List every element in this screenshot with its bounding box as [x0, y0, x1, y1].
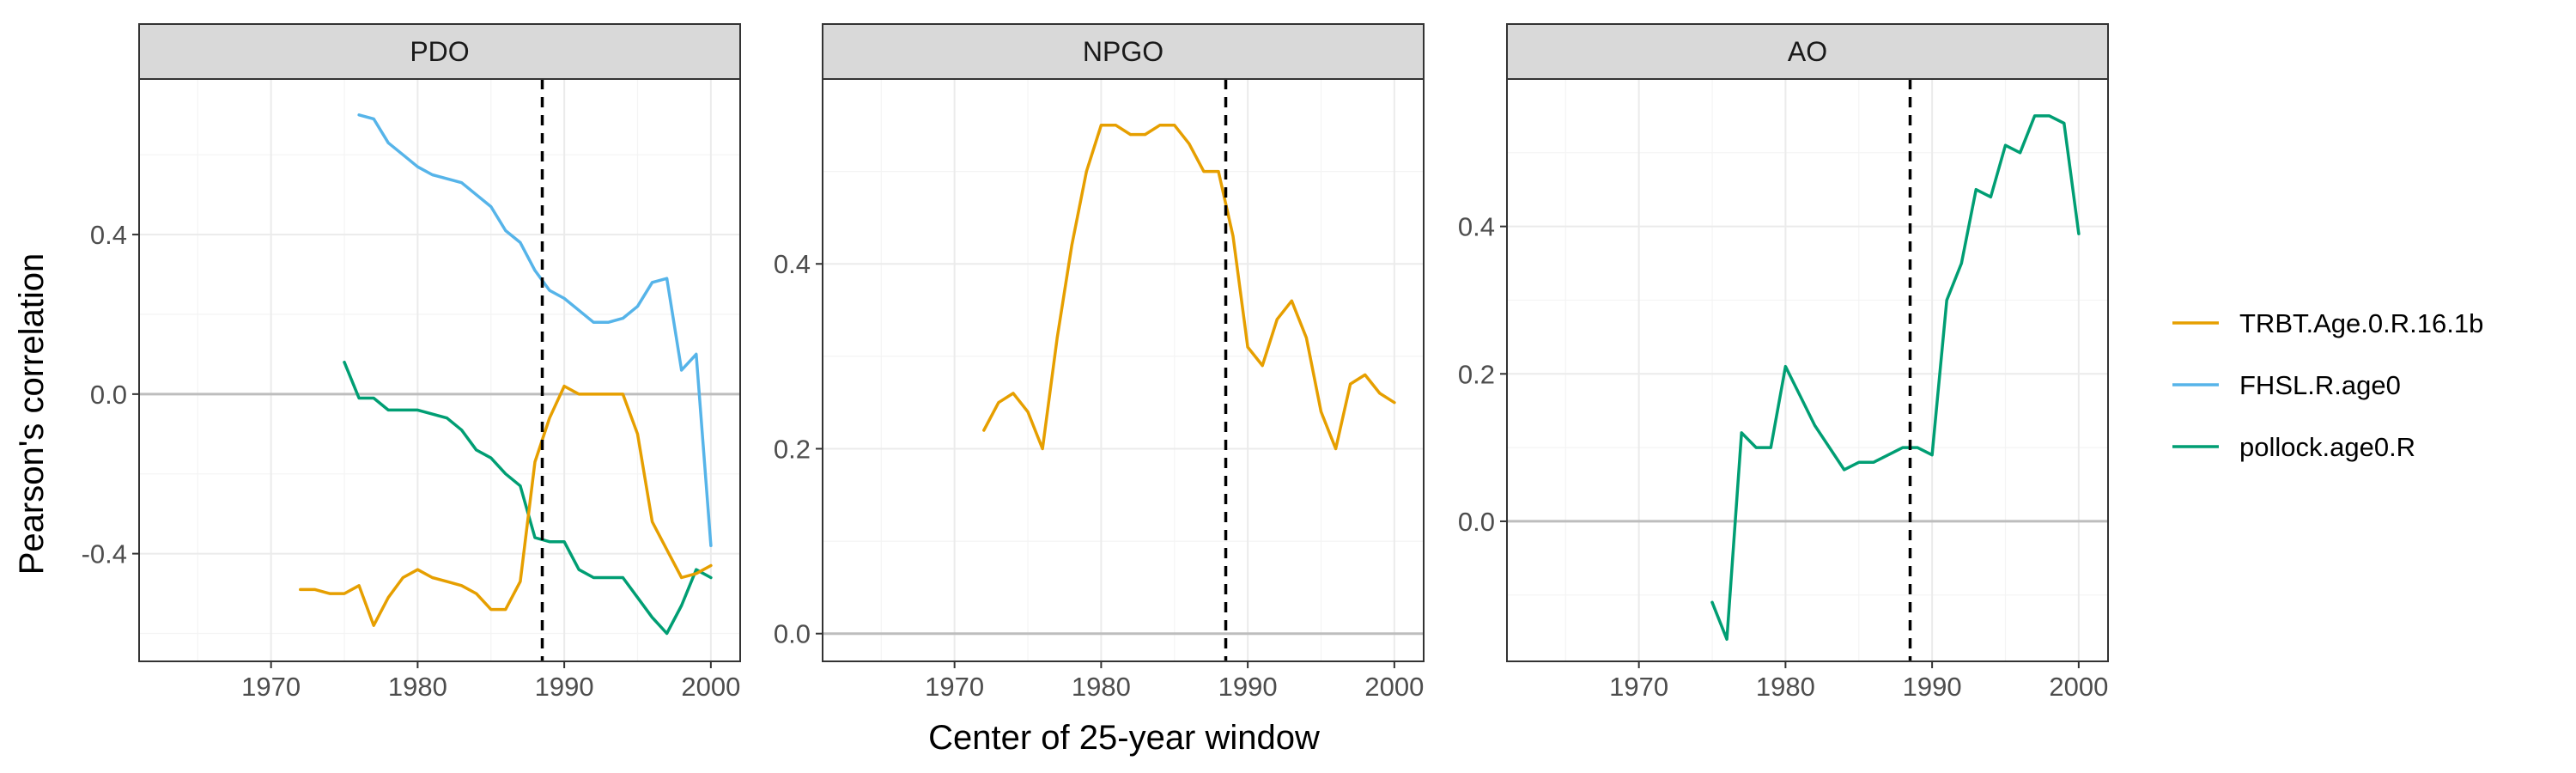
y-tick-label: 0.4 [774, 249, 811, 279]
x-axis-title: Center of 25-year window [928, 719, 1320, 757]
legend-label: pollock.age0.R [2239, 432, 2415, 462]
x-tick-label: 1990 [1218, 672, 1278, 702]
y-tick-label: -0.4 [82, 539, 127, 569]
panel-ao: AO 1970 1980 1990 2000 0.0 0.2 0.4 [1458, 23, 2109, 702]
x-tick-label: 1980 [1072, 672, 1131, 702]
legend-item-fhsl-r-age0: FHSL.R.age0 [2172, 370, 2401, 400]
y-axis-title: Pearson's correlation [13, 253, 51, 575]
panel-strip [1506, 23, 2109, 80]
chart-panels: PDO 1970 1980 1990 2000 -0.4 0.0 0.4 NPGO 1970 198… [82, 23, 2109, 702]
x-tick-label: 1990 [1903, 672, 1962, 702]
series-line-trbt-age-0-r-16-1b [982, 124, 1396, 451]
panel-strip [138, 23, 741, 80]
series-line-fhsl-r-age0 [357, 113, 713, 548]
x-tick-label: 1970 [1609, 672, 1668, 702]
x-tick-label: 1980 [388, 672, 447, 702]
panel-border [138, 78, 741, 662]
legend: TRBT.Age.0.R.16.1b FHSL.R.age0 pollock.age… [2172, 308, 2483, 462]
panel-title: NPGO [1083, 36, 1163, 67]
panel-pdo: PDO 1970 1980 1990 2000 -0.4 0.0 0.4 [82, 23, 741, 702]
panel-npgo: NPGO 1970 1980 1990 2000 0.0 0.2 0.4 [774, 23, 1425, 702]
y-tick-label: 0.2 [1458, 359, 1495, 389]
x-tick-label: 2000 [2049, 672, 2108, 702]
y-tick-label: 0.0 [1458, 507, 1495, 537]
y-tick-label: 0.4 [90, 220, 127, 250]
panel-title: PDO [410, 36, 469, 67]
x-tick-label: 2000 [1364, 672, 1424, 702]
x-tick-label: 1980 [1756, 672, 1815, 702]
y-tick-label: 0.0 [774, 619, 811, 649]
x-tick-label: 2000 [681, 672, 740, 702]
legend-item-pollock-age0-r: pollock.age0.R [2172, 432, 2415, 462]
y-tick-label: 0.4 [1458, 212, 1495, 242]
x-tick-label: 1970 [241, 672, 301, 702]
series-line-pollock-age0-r [1710, 114, 2081, 642]
y-tick-label: 0.2 [774, 434, 811, 464]
series-line-trbt-age-0-r-16-1b [299, 384, 713, 627]
panel-border [822, 78, 1425, 662]
x-tick-label: 1990 [535, 672, 594, 702]
panel-strip [822, 23, 1425, 80]
panel-title: AO [1788, 36, 1827, 67]
legend-item-trbt-age-0-r-16-1b: TRBT.Age.0.R.16.1b [2172, 308, 2483, 338]
series-line-pollock-age0-r [343, 360, 713, 636]
legend-label: TRBT.Age.0.R.16.1b [2239, 308, 2483, 338]
legend-label: FHSL.R.age0 [2239, 370, 2401, 400]
y-tick-label: 0.0 [90, 380, 127, 410]
panel-border [1506, 78, 2109, 662]
x-tick-label: 1970 [925, 672, 984, 702]
